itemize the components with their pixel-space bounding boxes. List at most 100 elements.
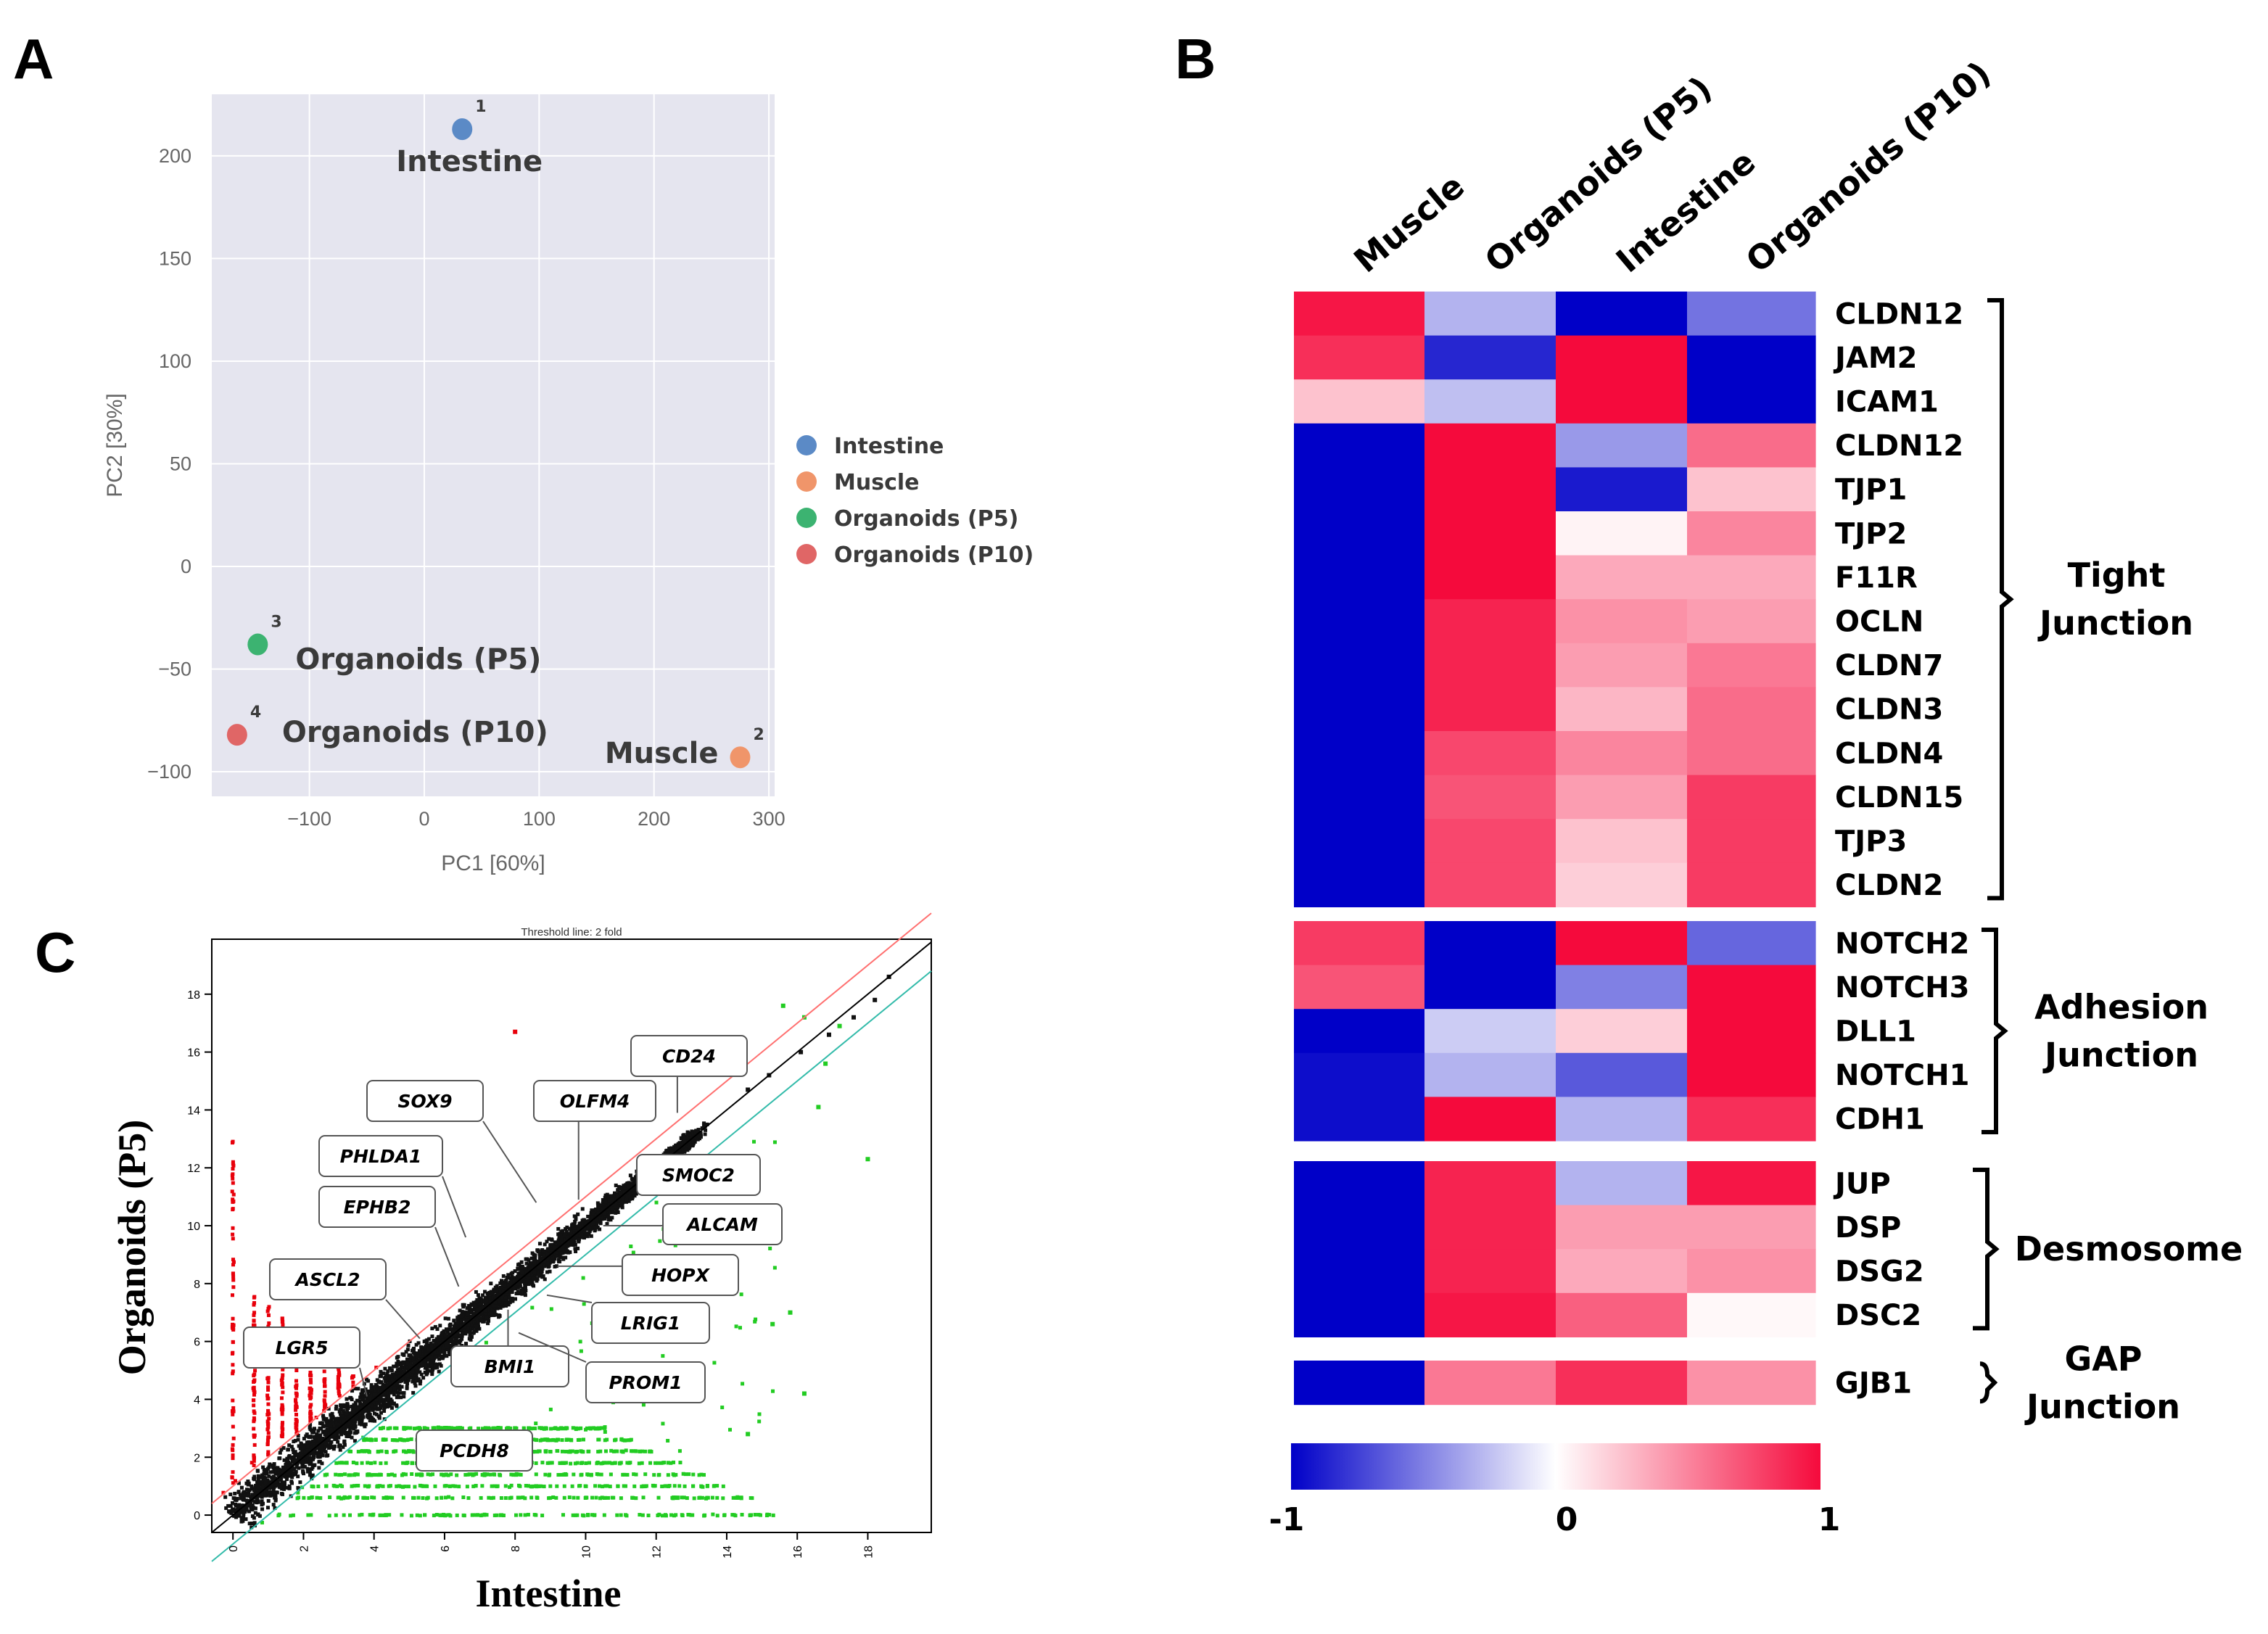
scatter-point [356, 1387, 360, 1391]
pca-y-tick-label: 200 [159, 145, 191, 167]
scatter-point [384, 1375, 388, 1379]
heatmap-cell [1424, 862, 1556, 907]
scatter-point [575, 1224, 580, 1229]
scatter-point [514, 1284, 518, 1288]
scatter-point [244, 1517, 248, 1522]
scatter-point [564, 1232, 568, 1237]
heatmap-cell [1687, 292, 1816, 337]
scatter-point [499, 1295, 503, 1300]
scatter-point [559, 1237, 564, 1241]
scatter-point [426, 1337, 431, 1341]
heatmap-cell [1556, 687, 1688, 732]
heatmap-cell [1556, 643, 1688, 688]
scatter-point [502, 1297, 506, 1302]
heatmap-row-label: GJB1 [1835, 1366, 1912, 1400]
scatter-point [674, 1146, 678, 1150]
scatter-point [525, 1268, 529, 1272]
scatter-point [231, 1271, 235, 1276]
scatter-point [500, 1293, 505, 1297]
scatter-point [379, 1406, 383, 1410]
scatter-point [337, 1416, 341, 1421]
pca-x-tick-label: 300 [753, 808, 785, 830]
scatter-point [237, 1514, 242, 1518]
scatter-point [587, 1229, 592, 1234]
scatter-point [231, 1226, 235, 1230]
scatter-point [312, 1451, 316, 1455]
scatter-point [465, 1326, 469, 1331]
scatter-point [529, 1279, 533, 1284]
scatter-point [341, 1419, 345, 1424]
scatter-point [252, 1474, 257, 1479]
scatter-point [598, 1221, 603, 1226]
scatter-point [358, 1395, 363, 1400]
heatmap-cell [1687, 862, 1816, 907]
heatmap-cell [1424, 1249, 1556, 1294]
scatter-point [559, 1251, 564, 1255]
scatter-point [454, 1342, 458, 1346]
scatter-point [347, 1435, 352, 1439]
scatter-point [535, 1277, 540, 1282]
scatter-point [467, 1310, 471, 1314]
scatter-point [230, 1409, 234, 1414]
heatmap-cell [1687, 555, 1816, 600]
scatter-point [441, 1348, 445, 1352]
scatter-point [614, 1205, 618, 1209]
scatter-point [319, 1444, 323, 1448]
legend-label: Muscle [834, 470, 919, 495]
scatter-point [425, 1338, 429, 1342]
heatmap-cell [1424, 379, 1556, 424]
scatter-point [336, 1440, 340, 1444]
scatter-point [239, 1503, 244, 1508]
scatter-point [519, 1260, 524, 1264]
scatter-point [530, 1251, 535, 1255]
scatter-point [350, 1389, 355, 1393]
scatter-point [484, 1308, 488, 1313]
scatter-point [231, 1197, 235, 1202]
scatter-point [236, 1506, 240, 1510]
scatter-point [343, 1426, 347, 1430]
scatter-point [329, 1445, 334, 1449]
scatter-point [408, 1353, 413, 1357]
scatter-point [424, 1345, 428, 1350]
scatter-point [527, 1268, 532, 1272]
scatter-point [284, 1466, 289, 1470]
scatter-point [397, 1367, 402, 1371]
scatter-point [476, 1293, 480, 1297]
scatter-point [326, 1443, 331, 1447]
scatter-point [440, 1356, 445, 1361]
scatter-point [462, 1327, 466, 1332]
scatter-point [253, 1493, 257, 1498]
scatter-point [350, 1424, 355, 1428]
scatter-point [312, 1453, 316, 1457]
scatter-point [411, 1358, 416, 1362]
scatter-point [265, 1472, 269, 1476]
heatmap-cell [1687, 921, 1816, 966]
scatter-point [504, 1303, 508, 1308]
scatter-point [704, 1128, 708, 1132]
scatter-point [568, 1239, 572, 1244]
scatter-point [239, 1496, 244, 1501]
pca-gridlines [212, 94, 775, 796]
scatter-point [593, 1229, 597, 1233]
scatter-point [343, 1424, 347, 1428]
scatter-point [319, 1442, 323, 1446]
heatmap-cell [1687, 1052, 1816, 1097]
scatter-point [444, 1342, 448, 1346]
scatter-point [256, 1477, 260, 1481]
scatter-point [345, 1397, 349, 1401]
scatter-point [585, 1219, 589, 1224]
scatter-point [409, 1372, 413, 1377]
scatter-point [459, 1313, 463, 1318]
scatter-point [435, 1365, 440, 1369]
scatter-point [537, 1274, 541, 1278]
heatmap-row-label: JAM2 [1833, 342, 1917, 375]
scatter-point [445, 1345, 449, 1349]
scatter-point [252, 1443, 257, 1447]
scatter-point [595, 1225, 600, 1229]
pca-plot-background [212, 94, 775, 796]
heatmap-cell [1424, 731, 1556, 776]
scatter-point [358, 1399, 362, 1403]
scatter-point [297, 1455, 302, 1459]
scatter-point [551, 1259, 556, 1263]
